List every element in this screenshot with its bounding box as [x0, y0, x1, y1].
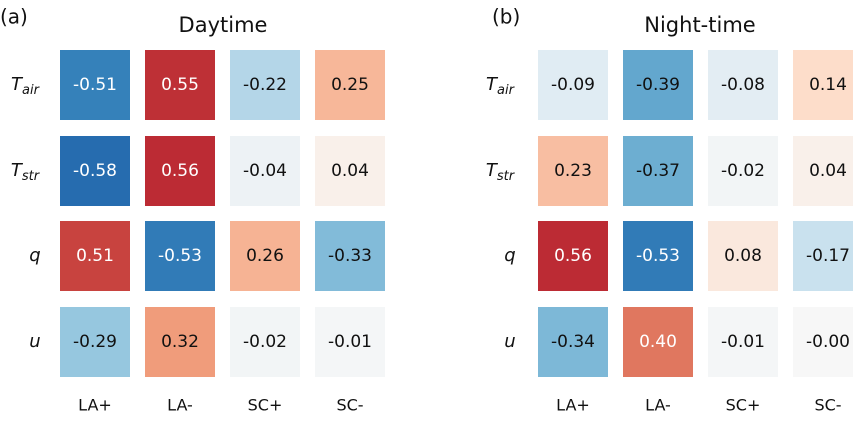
cell-label: 0.08 — [724, 246, 762, 266]
heatmap-cell — [623, 307, 693, 377]
heatmap-cell — [793, 50, 853, 120]
cell-label: 0.51 — [76, 246, 114, 266]
cell-label: -0.08 — [721, 75, 765, 95]
column-label: SC+ — [726, 396, 761, 415]
cell-label: -0.17 — [806, 246, 850, 266]
heatmap-cell — [145, 307, 215, 377]
panel-label: (b) — [492, 5, 520, 29]
heatmap-cell — [623, 50, 693, 120]
row-label-main: T — [11, 160, 24, 181]
cell-label: 0.56 — [161, 161, 199, 181]
row-label-main: u — [504, 331, 515, 352]
heatmap-cell — [60, 136, 130, 206]
row-label: Tstr — [486, 160, 516, 184]
cell-label: -0.34 — [551, 332, 595, 352]
cell-label: -0.58 — [73, 161, 117, 181]
column-label: SC- — [814, 396, 841, 415]
heatmap-cell — [230, 221, 300, 291]
heatmap-cell — [538, 136, 608, 206]
heatmap-cell — [623, 136, 693, 206]
column-label: LA+ — [78, 396, 112, 415]
cell-label: -0.22 — [243, 75, 287, 95]
heatmap-cell — [538, 221, 608, 291]
heatmap-cell — [708, 221, 778, 291]
row-label: Tstr — [11, 160, 41, 184]
heatmap-cell — [315, 50, 385, 120]
row-label: q — [29, 245, 40, 266]
cell-label: -0.00 — [806, 332, 850, 352]
cell-label: -0.04 — [243, 161, 287, 181]
heatmap-cell — [60, 307, 130, 377]
heatmap-cell — [793, 307, 853, 377]
row-label: u — [29, 331, 40, 352]
cell-label: 0.40 — [639, 332, 677, 352]
row-label: q — [504, 245, 515, 266]
heatmap-cell — [230, 136, 300, 206]
cell-label: -0.01 — [721, 332, 765, 352]
heatmap-cell — [60, 50, 130, 120]
heatmap-cell — [708, 136, 778, 206]
row-label: Tair — [486, 74, 516, 98]
cell-label: -0.02 — [721, 161, 765, 181]
cell-label: 0.23 — [554, 161, 592, 181]
column-label: LA+ — [556, 396, 590, 415]
heatmap-cell — [315, 136, 385, 206]
cell-label: 0.32 — [161, 332, 199, 352]
row-label: u — [504, 331, 515, 352]
heatmap-cell — [708, 307, 778, 377]
heatmap-cell — [145, 136, 215, 206]
cell-label: -0.29 — [73, 332, 117, 352]
row-label-main: u — [29, 331, 40, 352]
heatmap-cell — [60, 221, 130, 291]
heatmap-cell — [623, 221, 693, 291]
column-label: LA- — [167, 396, 193, 415]
cell-label: -0.51 — [73, 75, 117, 95]
cell-label: 0.55 — [161, 75, 199, 95]
heatmap-cell — [145, 50, 215, 120]
panel-label: (a) — [0, 5, 28, 29]
heatmap-cell — [230, 307, 300, 377]
heatmap-cell — [793, 136, 853, 206]
heatmap-cell — [315, 307, 385, 377]
cell-label: -0.39 — [636, 75, 680, 95]
cell-label: 0.14 — [809, 75, 847, 95]
column-label: SC- — [336, 396, 363, 415]
row-label: Tair — [11, 74, 41, 98]
heatmap-cell — [145, 221, 215, 291]
cell-label: -0.53 — [636, 246, 680, 266]
heatmap-cell — [708, 50, 778, 120]
cell-label: -0.09 — [551, 75, 595, 95]
chart-title: Daytime — [179, 13, 268, 37]
row-label-subscript: air — [22, 83, 41, 98]
heatmap-cell — [230, 50, 300, 120]
heatmap-cell — [315, 221, 385, 291]
cell-label: -0.37 — [636, 161, 680, 181]
heatmap-cell — [793, 221, 853, 291]
row-label-main: q — [29, 245, 40, 266]
row-label-subscript: str — [497, 169, 516, 184]
row-label-main: T — [11, 74, 24, 95]
column-label: LA- — [645, 396, 671, 415]
heatmap-cell — [538, 50, 608, 120]
chart-title: Night-time — [644, 13, 755, 37]
cell-label: 0.56 — [554, 246, 592, 266]
row-label-subscript: air — [497, 83, 516, 98]
cell-label: 0.04 — [331, 161, 369, 181]
cell-label: -0.02 — [243, 332, 287, 352]
cell-label: -0.33 — [328, 246, 372, 266]
cell-label: 0.04 — [809, 161, 847, 181]
cell-label: -0.53 — [158, 246, 202, 266]
heatmap-cell — [538, 307, 608, 377]
row-label-main: T — [486, 160, 499, 181]
cell-label: 0.25 — [331, 75, 369, 95]
cell-label: -0.01 — [328, 332, 372, 352]
column-label: SC+ — [248, 396, 283, 415]
row-label-main: q — [504, 245, 515, 266]
cell-label: 0.26 — [246, 246, 284, 266]
row-label-subscript: str — [22, 169, 41, 184]
row-label-main: T — [486, 74, 499, 95]
